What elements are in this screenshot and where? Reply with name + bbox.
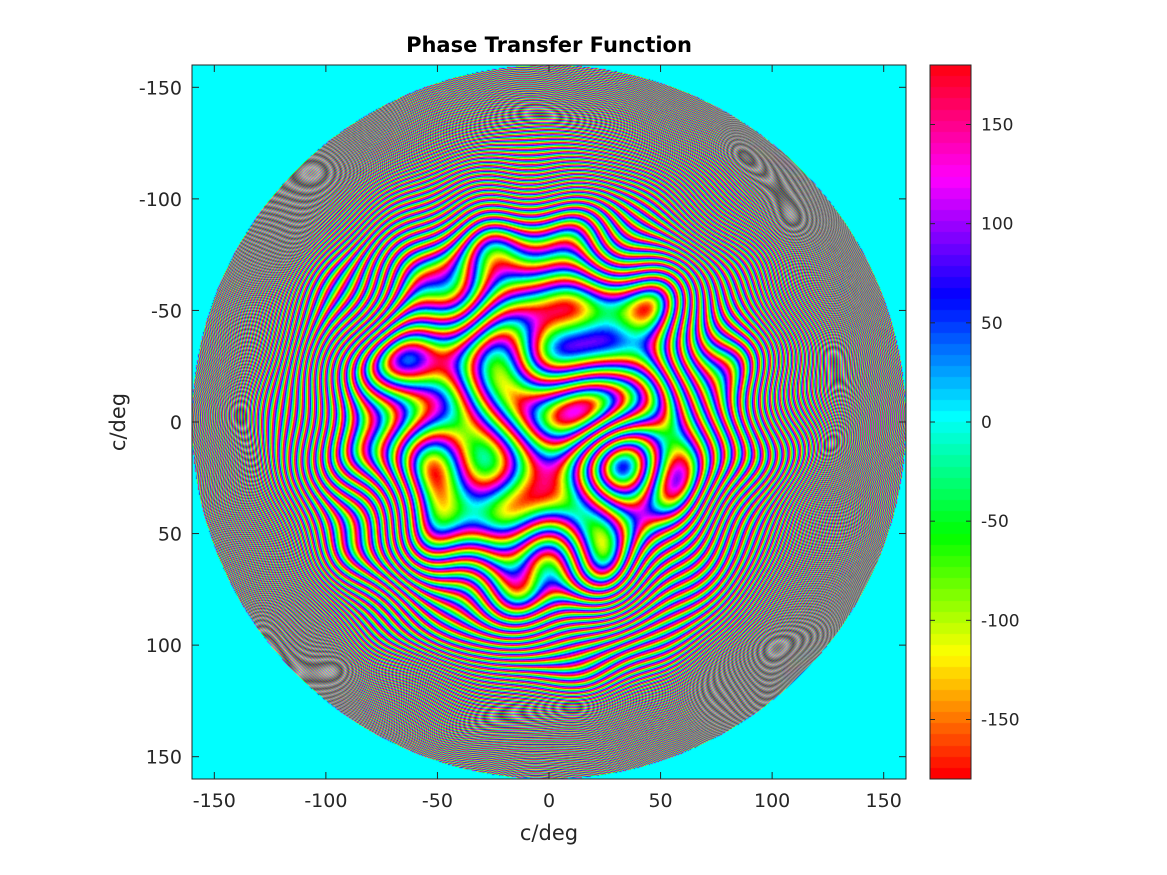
x-tick-label: 150 — [866, 790, 902, 812]
y-tick-label: -100 — [139, 189, 182, 211]
y-tick-label: 150 — [146, 747, 182, 769]
colorbar-frame — [929, 64, 972, 780]
x-tick-label: 0 — [543, 790, 555, 812]
x-tick-label: -150 — [193, 790, 236, 812]
x-tick-label: 100 — [754, 790, 790, 812]
y-axis-label: c/deg — [106, 393, 130, 451]
colorbar-tick-label: 150 — [981, 116, 1013, 136]
x-tick-label: -50 — [422, 790, 453, 812]
y-tick-label: 0 — [170, 412, 182, 434]
plot-frame — [191, 64, 907, 780]
chart-title: Phase Transfer Function — [406, 33, 692, 57]
phase-heatmap — [192, 65, 906, 779]
x-tick-label: 50 — [648, 790, 672, 812]
x-tick-label: -100 — [304, 790, 347, 812]
y-tick-label: 50 — [158, 524, 182, 546]
colorbar — [930, 65, 971, 779]
x-axis-label: c/deg — [520, 821, 578, 845]
colorbar-tick-label: -100 — [981, 611, 1020, 631]
y-tick-label: -50 — [151, 300, 182, 322]
colorbar-tick-label: -150 — [981, 711, 1020, 731]
y-tick-label: 100 — [146, 635, 182, 657]
y-tick-label: -150 — [139, 77, 182, 99]
colorbar-tick-label: 0 — [981, 413, 992, 433]
colorbar-tick-label: -50 — [981, 512, 1009, 532]
colorbar-tick-label: 50 — [981, 314, 1003, 334]
colorbar-tick-label: 100 — [981, 215, 1013, 235]
